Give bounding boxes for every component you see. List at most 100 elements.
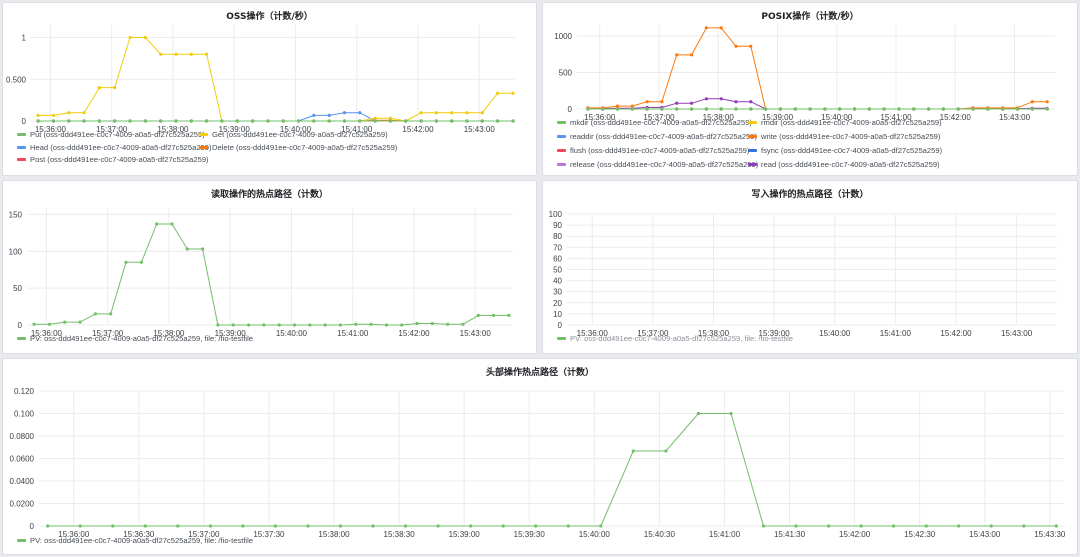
data-point (827, 524, 831, 528)
data-point (404, 119, 408, 123)
data-point (436, 524, 440, 528)
legend-item[interactable]: Put (oss-ddd491ee-c0c7-4009-a0a5-df27c52… (17, 130, 205, 139)
x-tick-label: 15:37:00 (643, 113, 675, 122)
x-tick-label: 15:38:00 (157, 125, 189, 134)
x-tick-label: 15:36:00 (35, 125, 67, 134)
data-point (220, 119, 224, 123)
y-tick-label: 40 (553, 277, 562, 286)
data-point (808, 107, 812, 111)
data-point (645, 100, 649, 104)
write-hot-chart: 0 10 20 30 40 50 60 70 80 90 100 15:36:00 15:37:00 15… (549, 210, 1057, 338)
panel-title[interactable]: 头部操作热点路径（计数） (485, 368, 594, 378)
legend-item[interactable]: rmdir (oss-ddd491ee-c0c7-4009-a0a5-df27c… (748, 118, 942, 127)
data-point (645, 107, 649, 111)
legend-label: mkdir (oss-ddd491ee-c0c7-4009-a0a5-df27c… (570, 118, 752, 127)
legend-swatch (557, 149, 566, 152)
data-point (47, 322, 52, 326)
legend-item[interactable]: Head (oss-ddd491ee-c0c7-4009-a0a5-df27c5… (17, 143, 212, 152)
data-point (430, 321, 434, 326)
x-tick-label: 15:40:30 (644, 530, 676, 539)
data-point (793, 107, 797, 111)
data-point (675, 107, 679, 111)
data-point (358, 111, 362, 115)
legend-item[interactable]: fsync (oss-ddd491ee-c0c7-4009-a0a5-df27c… (748, 146, 942, 155)
legend-swatch (17, 539, 26, 542)
panel-title[interactable]: POSIX操作（计数/秒） (761, 12, 859, 22)
y-tick-label: 0 (22, 117, 27, 126)
data-point (277, 323, 281, 327)
posix-ops-panel: POSIX操作（计数/秒） 0 500 1000 15:36:00 15:37:00 15… (542, 2, 1078, 176)
data-point (327, 113, 331, 117)
data-point (749, 100, 753, 104)
data-point (729, 411, 733, 416)
legend-item[interactable]: write (oss-ddd491ee-c0c7-4009-a0a5-df27c… (748, 132, 940, 141)
data-point (159, 52, 163, 56)
data-point (501, 524, 505, 528)
legend-item[interactable]: mkdir (oss-ddd491ee-c0c7-4009-a0a5-df27c… (557, 118, 752, 127)
legend-label: readdir (oss-ddd491ee-c0c7-4009-a0a5-df2… (570, 132, 758, 141)
y-tick-label: 0 (568, 105, 573, 114)
data-point (371, 524, 375, 528)
data-point (36, 113, 40, 117)
legend-item[interactable]: Post (oss-ddd491ee-c0c7-4009-a0a5-df27c5… (17, 155, 209, 164)
legend-swatch (199, 145, 208, 149)
data-point (852, 107, 857, 111)
data-point (511, 91, 515, 95)
data-point (241, 524, 245, 528)
data-point (630, 104, 634, 108)
data-point (434, 111, 438, 115)
legend-item[interactable]: release (oss-ddd491ee-c0c7-4009-a0a5-df2… (557, 160, 758, 169)
x-tick-label: 15:38:00 (318, 530, 350, 539)
series-line (38, 112, 513, 122)
data-point (1015, 107, 1020, 111)
x-tick-label: 15:36:00 (584, 113, 616, 122)
legend-item[interactable]: PV: oss-ddd491ee-c0c7-4009-a0a5-df27c525… (17, 334, 253, 343)
data-point (1045, 100, 1049, 104)
data-point (734, 100, 738, 104)
data-point (373, 119, 377, 123)
legend-item[interactable]: read (oss-ddd491ee-c0c7-4009-a0a5-df27c5… (748, 160, 940, 169)
legend-item[interactable]: PV: oss-ddd491ee-c0c7-4009-a0a5-df27c525… (17, 536, 253, 545)
legend-item[interactable]: readdir (oss-ddd491ee-c0c7-4009-a0a5-df2… (557, 132, 757, 141)
x-tick-label: 15:43:00 (969, 530, 1001, 539)
panel-title[interactable]: OSS操作（计数/秒） (226, 12, 313, 22)
panel-title[interactable]: 写入操作的热点路径（计数） (751, 190, 869, 200)
legend-item[interactable]: Delete (oss-ddd491ee-c0c7-4009-a0a5-df27… (199, 143, 397, 152)
x-tick-label: 15:43:00 (464, 125, 496, 134)
legend-label: Head (oss-ddd491ee-c0c7-4009-a0a5-df27c5… (30, 142, 212, 152)
y-tick-label: 0 (558, 321, 563, 330)
data-point (734, 44, 738, 48)
data-point (764, 107, 768, 111)
data-point (262, 323, 266, 327)
x-tick-label: 15:42:00 (940, 113, 972, 122)
data-point (327, 119, 331, 123)
legend-swatch (748, 121, 757, 124)
data-point (128, 35, 132, 40)
data-point (630, 107, 634, 111)
data-point (312, 119, 316, 123)
data-point (1030, 100, 1034, 104)
legend-item[interactable]: PV: oss-ddd491ee-c0c7-4009-a0a5-df27c525… (557, 334, 793, 343)
data-point (719, 26, 723, 30)
data-point (323, 323, 327, 327)
panel-title[interactable]: 读取操作的热点路径（计数） (210, 190, 328, 200)
data-point (400, 323, 404, 327)
data-point (306, 524, 310, 528)
data-point (838, 107, 842, 111)
x-tick-label: 15:42:00 (839, 530, 871, 539)
data-point (859, 524, 863, 528)
legend-label: Put (oss-ddd491ee-c0c7-4009-a0a5-df27c52… (30, 130, 205, 139)
legend-item[interactable]: Get (oss-ddd491ee-c0c7-4009-a0a5-df27c52… (199, 130, 388, 139)
data-point (492, 313, 496, 317)
x-tick-label: 15:36:00 (58, 530, 90, 539)
read-hot-panel: 读取操作的热点路径（计数） 0 50 100 150 15:36:00 15:37:00 1… (2, 180, 537, 354)
data-point (63, 320, 67, 324)
data-point (388, 116, 392, 120)
legend-label: Delete (oss-ddd491ee-c0c7-4009-a0a5-df27… (212, 142, 398, 152)
legend-item[interactable]: flush (oss-ddd491ee-c0c7-4009-a0a5-df27c… (557, 146, 749, 155)
y-tick-label: 0 (18, 321, 23, 330)
x-tick-label: 15:43:00 (1001, 329, 1033, 338)
x-tick-label: 15:39:30 (514, 530, 546, 539)
data-point (67, 111, 71, 115)
data-point (97, 119, 101, 123)
